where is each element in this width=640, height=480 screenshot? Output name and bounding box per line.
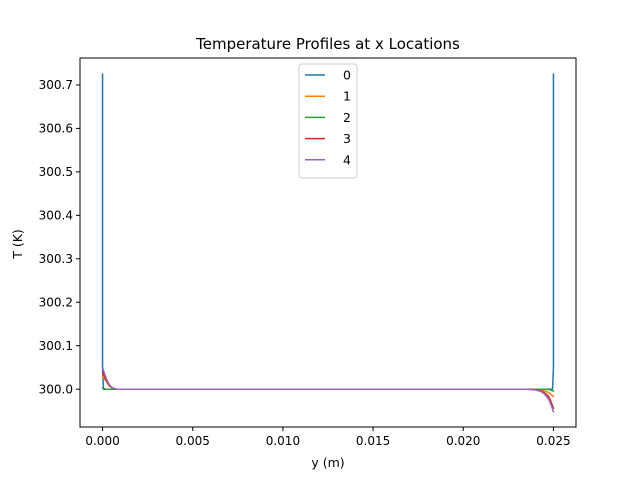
y-axis: 300.0 300.1 300.2 300.3 300.4 300.5 300.6 300.7 (39, 78, 80, 396)
x-tick-label: 0.010 (266, 434, 300, 448)
legend: 0 1 2 3 4 (298, 63, 358, 179)
y-tick-label: 300.2 (39, 296, 73, 310)
series-layer (101, 73, 555, 413)
chart-title: Temperature Profiles at x Locations (195, 35, 460, 53)
series-line-4 (101, 366, 555, 413)
x-axis: 0.000 0.005 0.010 0.015 0.020 0.025 (85, 427, 571, 448)
x-tick-label: 0.020 (446, 434, 480, 448)
legend-box (298, 63, 358, 179)
y-tick-label: 300.3 (39, 252, 73, 266)
legend-label-2: 2 (343, 110, 351, 125)
y-tick-label: 300.7 (39, 78, 73, 92)
y-tick-label: 300.6 (39, 122, 73, 136)
legend-label-0: 0 (343, 68, 351, 83)
y-tick-label: 300.0 (39, 382, 73, 396)
legend-label-4: 4 (343, 152, 351, 167)
y-tick-label: 300.1 (39, 339, 73, 353)
axes-frame (79, 57, 577, 428)
legend-label-1: 1 (343, 89, 351, 104)
y-tick-label: 300.5 (39, 165, 73, 179)
legend-label-3: 3 (343, 131, 351, 146)
x-tick-label: 0.025 (536, 434, 570, 448)
x-tick-label: 0.015 (356, 434, 390, 448)
x-tick-label: 0.005 (176, 434, 210, 448)
x-tick-label: 0.000 (85, 434, 119, 448)
y-axis-label: T (K) (10, 229, 25, 260)
y-tick-label: 300.4 (39, 209, 73, 223)
plot-area: 0.000 0.005 0.010 0.015 0.020 0.025 300.0300.… (39, 57, 577, 448)
x-axis-label: y (m) (311, 455, 344, 470)
